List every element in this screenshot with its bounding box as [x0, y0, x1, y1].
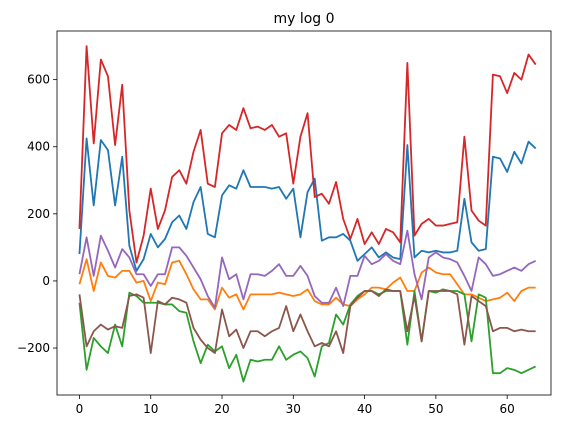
- series-line-4: [78, 229, 537, 309]
- y-tick-label: −200: [17, 341, 50, 355]
- y-axis: −200 0 200 400 600: [17, 73, 57, 355]
- x-tick-label: 0: [76, 402, 84, 416]
- y-tick-label: 400: [27, 140, 50, 154]
- plot-frame: [56, 30, 552, 396]
- y-tick-label: 600: [27, 73, 50, 87]
- series-line-0: [78, 137, 537, 272]
- x-tick-label: 40: [357, 402, 372, 416]
- chart-title: my log 0: [273, 11, 334, 27]
- x-tick-label: 10: [143, 402, 158, 416]
- series-line-1: [78, 258, 536, 311]
- x-axis: 0 10 20 30 40 50 60: [76, 395, 515, 416]
- x-tick-label: 50: [428, 402, 443, 416]
- x-tick-label: 30: [286, 402, 301, 416]
- y-tick-label: 200: [27, 207, 50, 221]
- x-tick-label: 20: [214, 402, 229, 416]
- series-line-2: [78, 288, 537, 383]
- y-tick-label: 0: [42, 274, 50, 288]
- x-tick-label: 60: [500, 402, 515, 416]
- series-line-5: [78, 288, 536, 354]
- series-line-3: [78, 45, 537, 264]
- series-layer: [78, 45, 537, 383]
